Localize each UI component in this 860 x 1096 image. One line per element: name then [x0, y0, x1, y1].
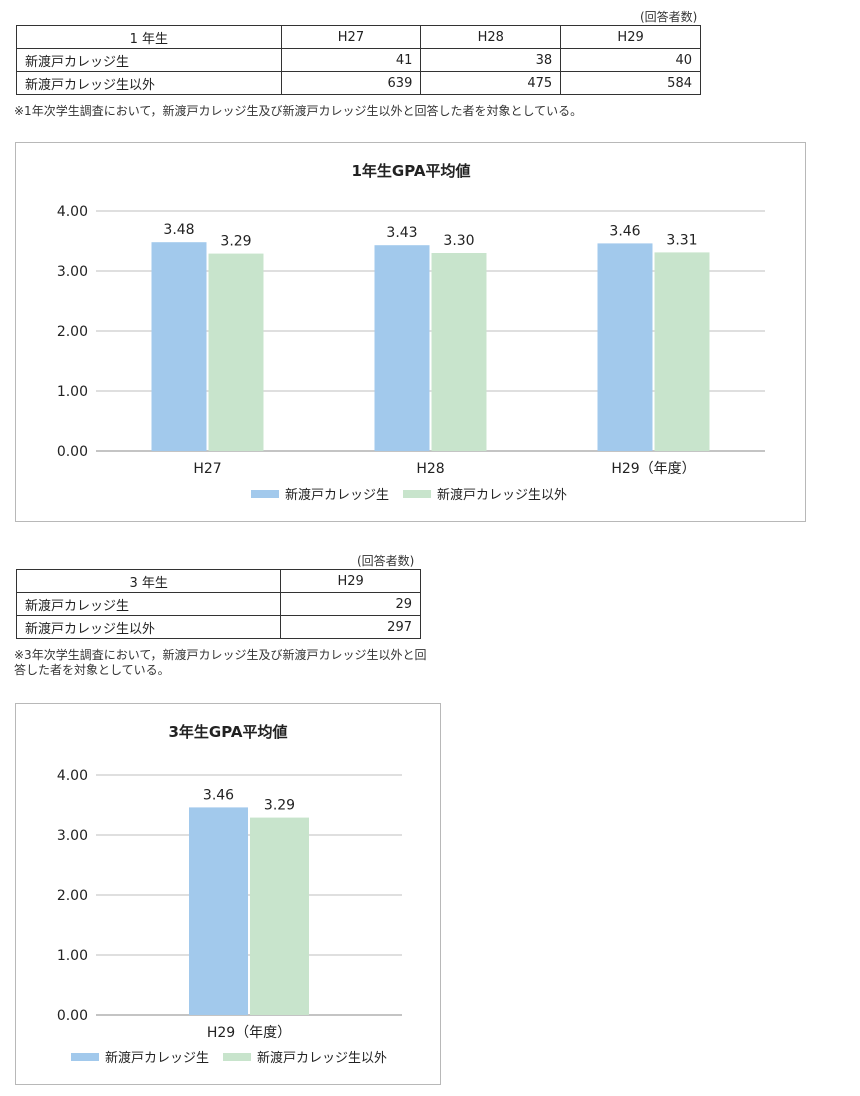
bar: [189, 807, 248, 1015]
bar: [208, 253, 264, 451]
y-tick-label: 2.00: [57, 888, 88, 904]
table-header-row: 1 年生 H27 H28 H29: [16, 25, 701, 49]
bar: [431, 253, 487, 451]
bar: [374, 245, 430, 451]
table-row: 新渡戸カレッジ生 41 38 40: [16, 48, 701, 72]
y-tick-label: 3.00: [57, 828, 88, 844]
legend-label: 新渡戸カレッジ生以外: [257, 1050, 387, 1066]
y-tick-label: 1.00: [57, 384, 88, 400]
y-tick-label: 3.00: [57, 264, 88, 280]
chart-title: 1年生GPA平均値: [352, 162, 471, 180]
table-cell: 38: [420, 48, 562, 72]
table-header-cell: H27: [280, 25, 422, 49]
legend-swatch: [223, 1053, 252, 1061]
legend-label: 新渡戸カレッジ生: [285, 487, 389, 503]
table1: 1 年生 H27 H28 H29 新渡戸カレッジ生 41 38 40 新渡戸カレ…: [16, 25, 701, 95]
bar: [597, 243, 653, 451]
y-tick-label: 2.00: [57, 324, 88, 340]
chart1-frame: 1年生GPA平均値 0.00 1.00 2.00 3.00 4.00 3.48 3.29 H27…: [15, 142, 806, 522]
data-label: 3.46: [609, 223, 640, 239]
table1-unit: (回答者数): [640, 10, 698, 24]
table-header-cell: H29: [560, 25, 701, 49]
x-tick-label: H27: [193, 461, 221, 477]
y-tick-label: 4.00: [57, 204, 88, 220]
table-cell: 297: [280, 615, 421, 639]
row-label: 新渡戸カレッジ生: [16, 48, 282, 72]
y-tick-label: 1.00: [57, 948, 88, 964]
table3-unit: (回答者数): [357, 554, 415, 568]
table-cell: 639: [280, 71, 422, 95]
y-tick-label: 0.00: [57, 444, 88, 460]
table-header-row: 3 年生 H29: [15, 569, 421, 593]
x-tick-label: H28: [416, 461, 444, 477]
legend-label: 新渡戸カレッジ生: [105, 1050, 209, 1066]
table-cell: 584: [560, 71, 701, 95]
table-row: 新渡戸カレッジ生 29: [15, 592, 421, 616]
table-cell: 475: [420, 71, 562, 95]
table3: 3 年生 H29 新渡戸カレッジ生 29 新渡戸カレッジ生以外 297: [15, 569, 421, 639]
legend-swatch: [71, 1053, 99, 1061]
y-tick-label: 0.00: [57, 1008, 88, 1024]
data-label: 3.48: [163, 222, 194, 238]
chart-title: 3年生GPA平均値: [169, 723, 288, 741]
data-label: 3.30: [443, 233, 474, 249]
table-header-cell: H29: [280, 569, 421, 593]
y-tick-label: 4.00: [57, 768, 88, 784]
legend-swatch: [251, 490, 279, 498]
bar: [151, 242, 207, 451]
legend-swatch: [403, 490, 432, 498]
table1-note: ※1年次学生調査において，新渡戸カレッジ生及び新渡戸カレッジ生以外と回答した者を…: [14, 104, 583, 118]
data-label: 3.31: [666, 232, 697, 248]
data-label: 3.43: [386, 225, 417, 241]
table-cell: 29: [280, 592, 421, 616]
legend-label: 新渡戸カレッジ生以外: [437, 487, 567, 503]
data-label: 3.29: [220, 234, 251, 250]
x-tick-label: H29（年度）: [207, 1025, 291, 1041]
table-row: 新渡戸カレッジ生以外 639 475 584: [16, 71, 701, 95]
bar: [654, 252, 710, 451]
row-label: 新渡戸カレッジ生: [15, 592, 282, 616]
chart2-svg: 3年生GPA平均値 0.00 1.00 2.00 3.00 4.00 3.46 3.29 H29…: [57, 723, 402, 1066]
row-label: 新渡戸カレッジ生以外: [16, 71, 282, 95]
table-header-cell: 1 年生: [16, 25, 282, 49]
table3-note: ※3年次学生調査において，新渡戸カレッジ生及び新渡戸カレッジ生以外と回答した者を…: [14, 648, 427, 677]
table-header-cell: 3 年生: [15, 569, 282, 593]
chart2-frame: 3年生GPA平均値 0.00 1.00 2.00 3.00 4.00 3.46 3.29 H29…: [15, 703, 441, 1085]
table-cell: 41: [280, 48, 422, 72]
x-tick-label: H29（年度）: [611, 461, 695, 477]
data-label: 3.46: [203, 787, 234, 803]
bar: [250, 817, 309, 1015]
chart1-svg: 1年生GPA平均値 0.00 1.00 2.00 3.00 4.00 3.48 3.29 H27…: [57, 162, 765, 503]
table-header-cell: H28: [420, 25, 562, 49]
data-label: 3.29: [264, 798, 295, 814]
row-label: 新渡戸カレッジ生以外: [15, 615, 282, 639]
table-cell: 40: [560, 48, 701, 72]
table-row: 新渡戸カレッジ生以外 297: [15, 615, 421, 639]
